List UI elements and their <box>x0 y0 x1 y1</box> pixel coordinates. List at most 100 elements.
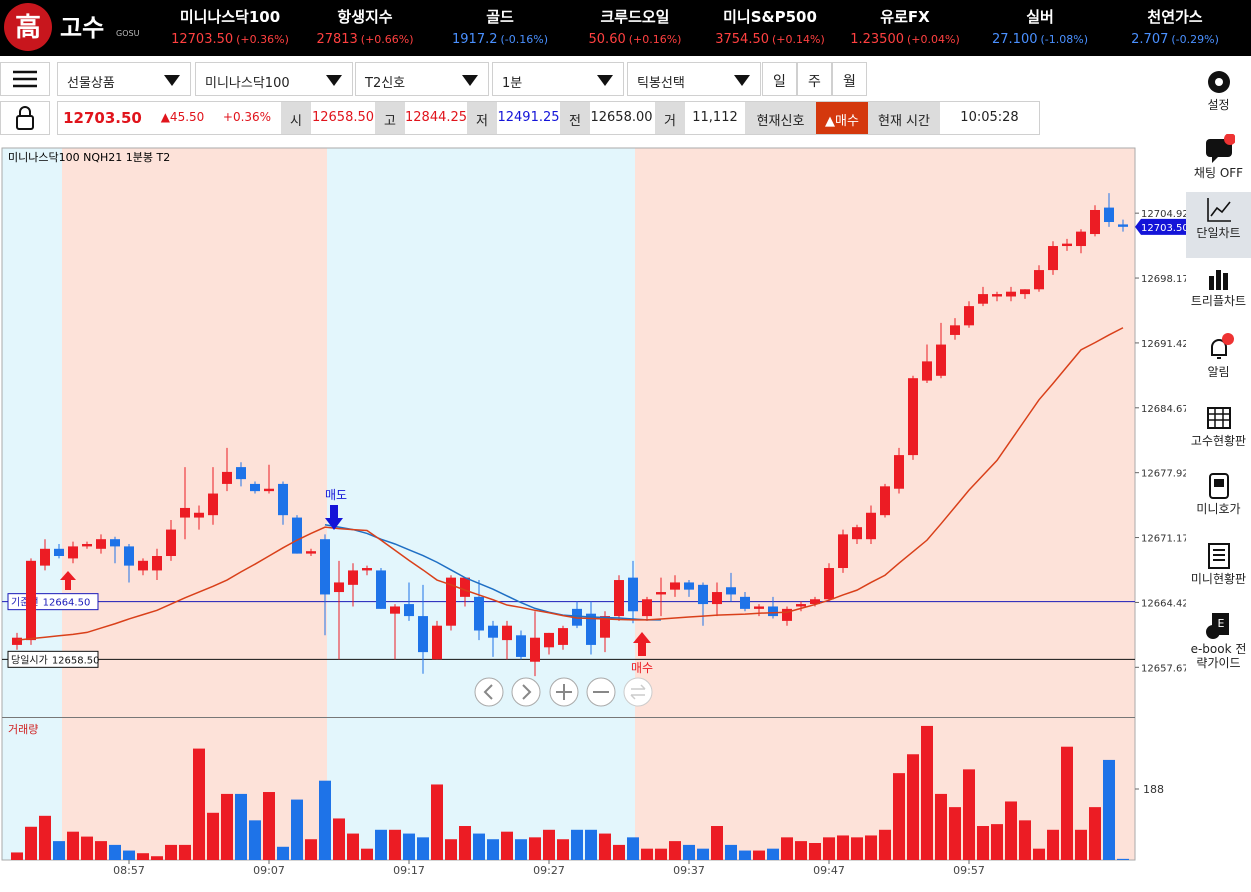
y-tick-label: 12677.92 <box>1141 469 1186 480</box>
candle-body <box>894 455 904 489</box>
reference-value: 12664.50 <box>43 598 91 609</box>
candle-body <box>488 625 498 638</box>
volume-title: 거래량 <box>8 723 38 736</box>
candle-body <box>292 517 302 554</box>
candle-body <box>152 556 162 571</box>
candle-body <box>82 543 92 547</box>
select[interactable]: 틱봉선택 <box>627 62 761 96</box>
candle-body <box>236 467 246 480</box>
ticker[interactable]: 크루드오일 50.60 (+0.16%) <box>568 6 702 47</box>
sidebar-item[interactable]: 미니호가 <box>1186 468 1251 534</box>
menu-button[interactable] <box>0 62 50 96</box>
sidebar-label: e-book 전략가이드 <box>1190 642 1247 670</box>
reset[interactable] <box>623 677 653 707</box>
volume-bar <box>935 793 947 860</box>
icon <box>1206 407 1231 429</box>
nav-next[interactable] <box>511 677 541 707</box>
candle-body <box>26 560 36 641</box>
time-label: 현재 시간 <box>868 102 940 134</box>
ticker[interactable]: 천연가스 2.707 (-0.29%) <box>1108 6 1242 47</box>
candle-body <box>558 628 568 645</box>
sidebar-item[interactable]: 고수현황판 <box>1186 400 1251 466</box>
nav-prev-icon <box>483 684 493 700</box>
sidebar-item[interactable]: 알림 <box>1186 331 1251 397</box>
sidebar-item[interactable]: 채팅 OFF <box>1186 132 1251 198</box>
volume-bar <box>25 826 37 860</box>
icon <box>1207 543 1230 569</box>
x-tick-label: 09:47 <box>813 864 845 877</box>
x-tick-label: 09:17 <box>393 864 425 877</box>
candle-body <box>432 625 442 660</box>
volume-bar <box>123 850 135 860</box>
quote-field-value: 12844.25 <box>405 110 468 125</box>
ticker[interactable]: 골드 1917.2 (-0.16%) <box>433 6 567 47</box>
ticker-price: 1.23500 <box>850 32 904 47</box>
candle-body <box>712 592 722 605</box>
candle-body <box>460 577 470 597</box>
volume-bar <box>865 835 877 860</box>
candle-body <box>418 616 428 653</box>
candle-body <box>334 582 344 593</box>
candle-body <box>474 596 484 631</box>
quote-field-label: 시 <box>281 102 311 134</box>
volume-bar <box>305 839 317 860</box>
logo: 高 고수 GOSU <box>4 3 140 51</box>
ticker-change: (+0.36%) <box>236 33 289 46</box>
period-button[interactable]: 주 <box>797 62 832 96</box>
select[interactable]: T2신호 <box>355 62 489 96</box>
candle-body <box>12 637 22 645</box>
quote-field-label: 저 <box>467 102 497 134</box>
ticker[interactable]: 실버 27.100 (-1.08%) <box>973 6 1107 47</box>
sidebar-item[interactable]: 설정 <box>1186 64 1251 130</box>
candle-body <box>1020 289 1030 295</box>
volume-bar <box>1061 746 1073 860</box>
sidebar-icon <box>1186 192 1251 226</box>
candle-body <box>656 592 666 595</box>
candle-body <box>880 486 890 516</box>
volume-bar <box>445 839 457 860</box>
ticker[interactable]: 미니S&P500 3754.50 (+0.14%) <box>703 6 837 47</box>
sidebar-item[interactable]: 단일차트 <box>1186 192 1251 258</box>
sidebar-item[interactable]: 미니현황판 <box>1186 538 1251 604</box>
volume-bar <box>557 839 569 860</box>
y-tick-label: 12684.67 <box>1141 404 1186 415</box>
lock-button[interactable] <box>0 101 50 135</box>
volume-bar <box>795 841 807 860</box>
moving-average <box>16 327 1124 641</box>
sidebar-icon <box>1186 132 1251 166</box>
nav-prev[interactable] <box>474 677 504 707</box>
volume-bar <box>725 844 737 860</box>
volume-bar <box>39 815 51 860</box>
quote-field-value: 12658.00 <box>590 110 653 125</box>
ticker[interactable]: 미니나스닥100 12703.50 (+0.36%) <box>163 6 297 47</box>
candle-body <box>670 582 680 590</box>
sidebar-item[interactable]: 트리플차트 <box>1186 260 1251 326</box>
volume-bar <box>767 848 779 860</box>
zoom-in-icon <box>556 684 572 700</box>
candle-body <box>810 599 820 605</box>
ticker-change: (-1.08%) <box>1040 33 1089 46</box>
volume-bar <box>179 844 191 860</box>
select[interactable]: 선물상품 <box>57 62 191 96</box>
candle-body <box>306 551 316 554</box>
select[interactable]: 1분 <box>492 62 624 96</box>
sidebar-icon <box>1186 260 1251 294</box>
ticker[interactable]: 항생지수 27813 (+0.66%) <box>298 6 432 47</box>
sidebar-icon <box>1186 538 1251 572</box>
candle-body <box>642 599 652 617</box>
ticker[interactable]: 유로FX 1.23500 (+0.04%) <box>838 6 972 47</box>
volume-bar <box>277 846 289 860</box>
period-button[interactable]: 월 <box>832 62 867 96</box>
period-button[interactable]: 일 <box>762 62 797 96</box>
sidebar-label: 고수현황판 <box>1190 434 1247 448</box>
ticker-name: 크루드오일 <box>600 8 670 26</box>
y-tick-label: 12671.17 <box>1141 534 1186 545</box>
candle-body <box>530 637 540 662</box>
volume-bar <box>585 829 597 860</box>
ticker-change: (+0.04%) <box>907 33 960 46</box>
select[interactable]: 미니나스닥100 <box>195 62 353 96</box>
nav-next-icon <box>522 684 532 700</box>
logo-sub: GOSU <box>116 29 140 38</box>
